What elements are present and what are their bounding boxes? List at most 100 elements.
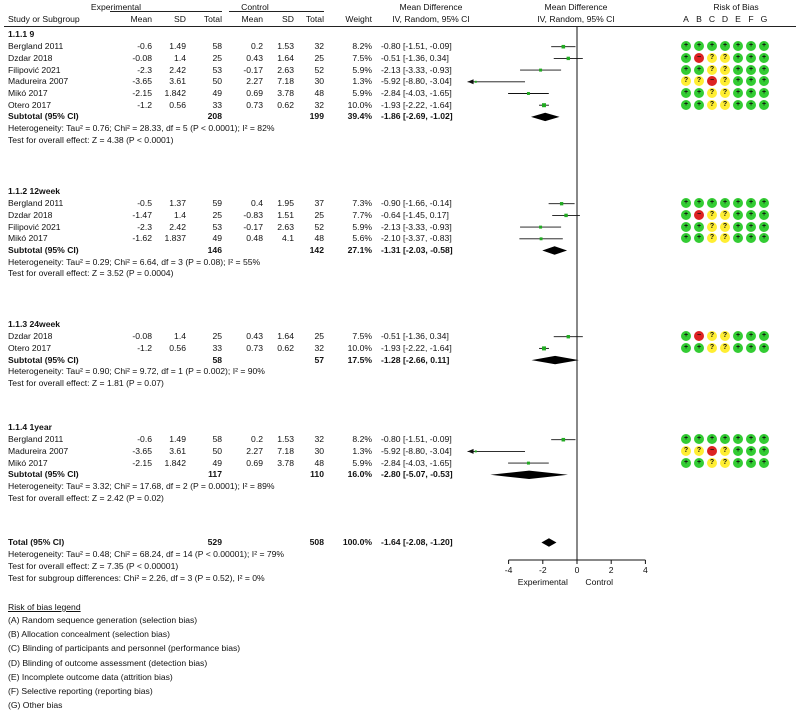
study-row-g2-3-rob-c-icon: ?: [707, 221, 717, 232]
study-row-g4-3-point: [526, 461, 530, 465]
header-mean-difference-right: Mean Difference: [544, 2, 608, 12]
study-row-g2-2-exp-sd: 1.4: [174, 209, 186, 220]
study-row-g4-2-rob-f-icon: +: [746, 445, 756, 456]
study-row-g2-3-rob-b-icon: +: [694, 221, 704, 232]
study-row-g1-6-ci: -1.93 [-2.22, -1.64]: [381, 99, 452, 110]
study-row-g3-1-rob-g-icon: +: [759, 331, 769, 342]
rob-legend-item-b: (B) Allocation concealment (selection bi…: [8, 629, 170, 640]
study-row-g4-1-exp-mean: -0.6: [137, 434, 152, 445]
study-row-g1-6-exp-mean: -1.2: [137, 99, 152, 110]
study-row-g1-1-exp-sd: 1.49: [169, 41, 186, 52]
study-row-g2-2-rob-c-icon: ?: [707, 209, 717, 220]
study-row-g4-2-weight: 1.3%: [352, 445, 372, 456]
study-row-g4-2-rob-b-icon: ?: [694, 445, 704, 456]
study-row-g1-3-weight: 5.9%: [352, 64, 372, 75]
study-row-g2-4-rob-a-icon: +: [681, 233, 691, 244]
total-overall-effect: Test for overall effect: Z = 7.35 (P < 0…: [8, 561, 179, 571]
subtotal-g1-diamond: [531, 112, 560, 122]
subtotal-g3-weight: 17.5%: [347, 354, 372, 365]
study-row-g1-1-rob-b-icon: +: [694, 41, 704, 52]
study-row-g1-1-point: [561, 44, 566, 49]
study-row-g1-5-exp-sd: 1.842: [164, 88, 186, 98]
rob-legend-title: Risk of bias legend: [8, 602, 81, 612]
study-row-g2-2-rob-f-icon: +: [746, 209, 756, 220]
study-row-g2-1-exp-mean: -0.5: [137, 198, 152, 209]
study-row-g1-2-exp-mean: -0.08: [132, 52, 152, 63]
subgroup-title: 1.1.4 1year: [8, 422, 52, 432]
study-row-g1-2-ctl-total: 25: [314, 52, 324, 63]
study-row-g2-1-rob-b-icon: +: [694, 198, 704, 209]
study-row-g1-1-rob-e-icon: +: [733, 41, 743, 52]
study-row-g2-1-rob-d-icon: +: [720, 198, 730, 209]
subtotal-g4-heterogeneity: Heterogeneity: Tau² = 3.32; Chi² = 17.68…: [8, 481, 275, 491]
study-row-g1-4-ci: -5.92 [-8.80, -3.04]: [381, 76, 452, 87]
study-row-g1-3-ctl-total: 52: [314, 64, 324, 75]
study-row-g3-2-exp-sd: 0.56: [169, 342, 186, 353]
study-row-g4-1-ci: -0.80 [-1.51, -0.09]: [381, 434, 452, 445]
study-row-g3-1-ctl-sd: 1.64: [277, 331, 294, 342]
subtotal-g2-exp-total: 146: [207, 245, 222, 255]
study-row-g3-2-rob-c-icon: ?: [707, 342, 717, 353]
study-row-g1-2-rob-f-icon: +: [746, 52, 756, 63]
study-row-g2-4-rob-b-icon: +: [694, 233, 704, 244]
study-row-g1-6-rob-d-icon: ?: [720, 99, 730, 110]
study-row-g1-3-rob-f-icon: +: [746, 64, 756, 75]
study-row-g4-3-rob-b-icon: +: [694, 457, 704, 468]
study-row-g1-4-weight: 1.3%: [352, 76, 372, 87]
study-row-g1-3-ci: -2.13 [-3.33, -0.93]: [381, 64, 452, 75]
study-row-g1-3-exp-total: 53: [212, 64, 222, 75]
subgroup-title: 1.1.3 24week: [8, 319, 61, 329]
study-row-g1-6-exp-total: 33: [212, 99, 222, 110]
study-row-g1-5-ctl-sd: 3.78: [277, 88, 294, 98]
study-row-g2-2-rob-a-icon: +: [681, 209, 691, 220]
study-row-g1-2-ci: -0.51 [-1.36, 0.34]: [381, 52, 449, 63]
study-row-g3-1-exp-sd: 1.4: [174, 331, 186, 342]
study-row-g1-2-ctl-sd: 1.64: [277, 52, 294, 63]
subtotal-g1-label: Subtotal (95% CI): [8, 111, 79, 122]
study-row-g2-3-rob-e-icon: +: [733, 221, 743, 232]
subtotal-g2-heterogeneity: Heterogeneity: Tau² = 0.29; Chi² = 6.64,…: [8, 256, 261, 267]
study-row-g4-2-ci: -5.92 [-8.80, -3.04]: [381, 445, 452, 456]
study-row-g1-3-rob-g-icon: +: [759, 64, 769, 75]
study-row-g2-2-ctl-total: 25: [314, 209, 324, 220]
study-row-g1-6-rob-f-icon: +: [746, 99, 756, 110]
subtotal-g2-overall-effect: Test for overall effect: Z = 3.52 (P = 0…: [8, 268, 174, 279]
study-row-g2-2-exp-total: 25: [212, 209, 222, 220]
study-row-g1-3-exp-sd: 2.42: [169, 64, 186, 75]
study-row-g1-6-ctl-mean: 0.73: [246, 99, 263, 110]
study-row-g2-2-rob-e-icon: +: [733, 209, 743, 220]
study-row-g1-2-rob-d-icon: ?: [720, 52, 730, 63]
study-row-g4-2-rob-d-icon: ?: [720, 445, 730, 456]
study-row-g2-1-ctl-mean: 0.4: [251, 198, 263, 209]
study-row-g2-1-rob-e-icon: +: [733, 198, 743, 209]
study-row-g4-3-ci: -2.84 [-4.03, -1.65]: [381, 457, 452, 468]
study-row-g2-2-ctl-mean: -0.83: [243, 209, 263, 220]
study-row-g1-1-ctl-sd: 1.53: [277, 41, 294, 52]
study-row-g2-4-ctl-sd: 4.1: [282, 233, 294, 244]
study-row-g1-6-exp-sd: 0.56: [169, 99, 186, 110]
study-row-g2-2-name: Dzdar 2018: [8, 209, 53, 220]
study-row-g1-5-ctl-total: 48: [314, 88, 324, 98]
study-row-g1-4-rob-c-icon: −: [707, 76, 717, 87]
study-row-g1-2-exp-total: 25: [212, 52, 222, 63]
study-row-g4-1-ctl-mean: 0.2: [251, 434, 263, 445]
study-row-g1-5-point: [526, 92, 530, 95]
rob-legend-item-a: (A) Random sequence generation (selectio…: [8, 615, 198, 625]
subtotal-g1-exp-total: 208: [207, 111, 222, 122]
total-label: Total (95% CI): [8, 537, 65, 547]
study-row-g1-2-name: Dzdar 2018: [8, 52, 53, 63]
study-row-g4-2-ci-arrow: [467, 448, 474, 454]
study-row-g4-1-point: [561, 437, 566, 442]
x-right-label: Control: [585, 577, 613, 587]
study-row-g1-4-ctl-mean: 2.27: [246, 76, 263, 87]
study-row-g1-4-exp-mean: -3.65: [132, 76, 152, 87]
study-row-g2-3-rob-d-icon: ?: [720, 221, 730, 232]
study-row-g1-6-name: Otero 2017: [8, 99, 51, 110]
study-row-g1-3-rob-c-icon: ?: [707, 64, 717, 75]
header-ctl-total: Total: [305, 14, 324, 24]
study-row-g1-6-rob-g-icon: +: [759, 99, 769, 110]
study-row-g3-1-rob-b-icon: −: [694, 331, 704, 342]
study-row-g2-4-rob-e-icon: +: [733, 233, 743, 244]
total-weight: 100.0%: [342, 537, 372, 547]
study-row-g4-2-exp-total: 50: [212, 445, 222, 456]
